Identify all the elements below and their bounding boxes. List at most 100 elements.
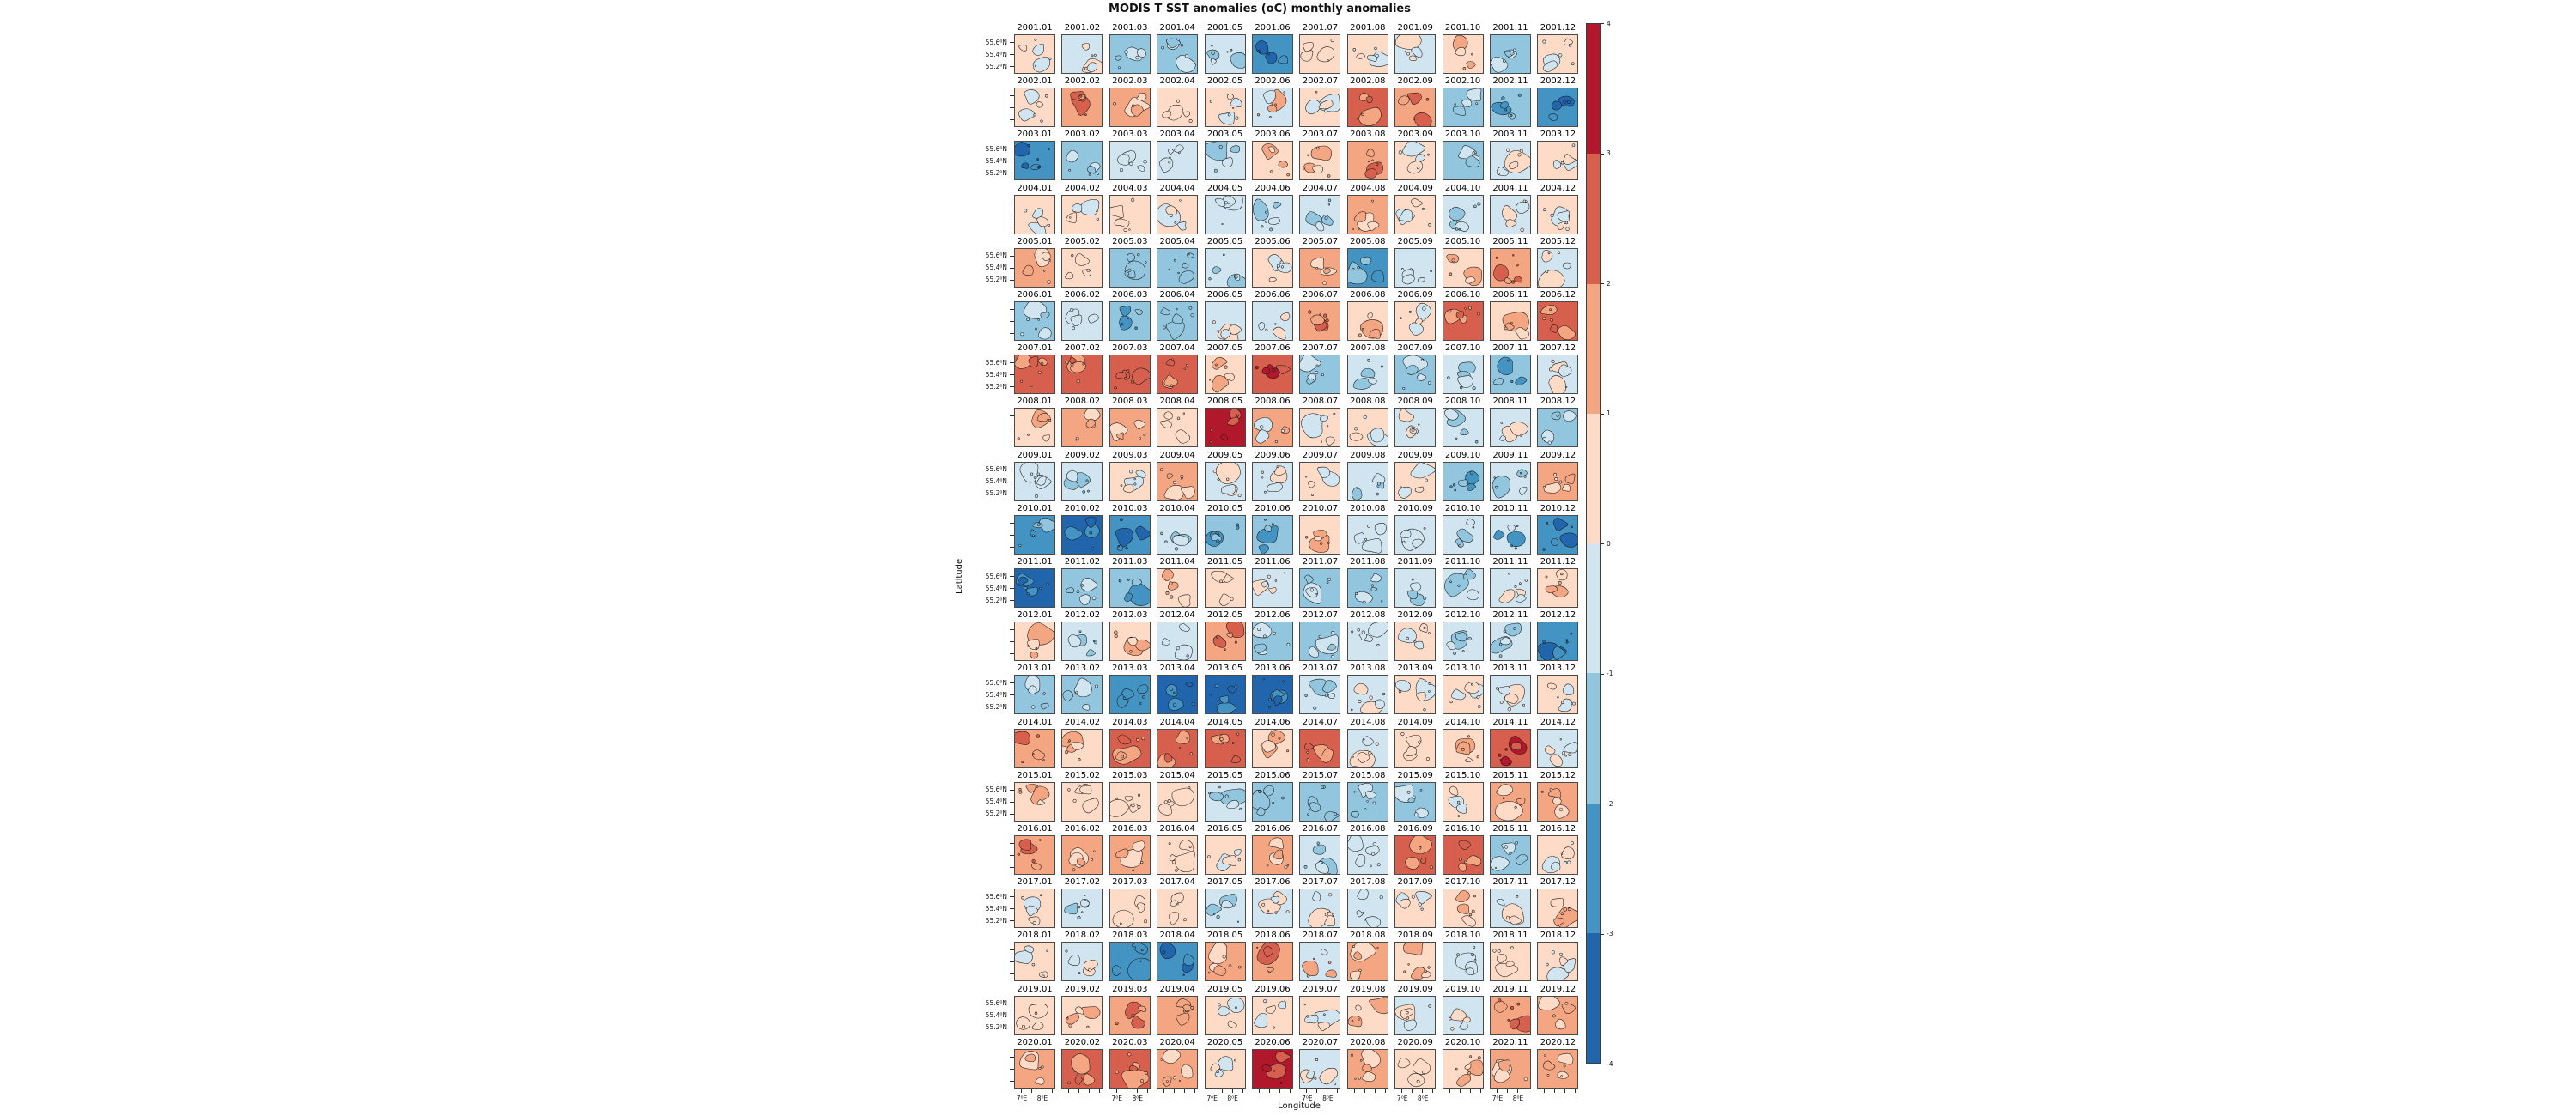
panel-title: 2011.12	[1540, 557, 1577, 567]
map-panel	[1061, 247, 1103, 288]
y-tick-mark	[1010, 386, 1014, 388]
map-panel	[1299, 194, 1341, 234]
colorbar-tick-label: -3	[1607, 930, 1613, 937]
map-panel	[1394, 461, 1437, 501]
colorbar-tick-mark	[1601, 413, 1604, 415]
map-panel	[1204, 247, 1246, 288]
x-tick-mark	[1564, 1088, 1566, 1093]
map-panel	[1346, 675, 1388, 715]
map-panel	[1299, 514, 1341, 555]
panel-title: 2003.07	[1302, 130, 1339, 140]
panel-title: 2020.10	[1444, 1037, 1481, 1047]
panel-title: 2018.07	[1302, 931, 1339, 941]
map-panel	[1394, 141, 1437, 181]
map-panel	[1014, 781, 1055, 822]
panel-title: 2013.01	[1017, 664, 1053, 674]
y-tick-label: 55.6⁰N	[985, 572, 1007, 580]
x-tick-mark	[1242, 1088, 1243, 1093]
panel-title: 2012.08	[1350, 610, 1386, 621]
panel-title: 2004.03	[1112, 183, 1148, 193]
panel-title: 2006.07	[1302, 290, 1339, 300]
x-tick-mark	[1136, 1088, 1138, 1093]
map-panel	[1014, 88, 1055, 128]
panel-title: 2020.09	[1397, 1037, 1433, 1047]
panel-title: 2006.02	[1064, 290, 1101, 300]
panel-title: 2002.04	[1159, 76, 1195, 87]
x-tick-label: 7⁰E	[1111, 1094, 1123, 1102]
map-panel	[1061, 461, 1103, 501]
x-tick-label: 7⁰E	[1016, 1094, 1028, 1102]
panel-title: 2006.12	[1540, 290, 1577, 300]
map-panel	[1299, 568, 1341, 608]
map-panel	[1109, 141, 1151, 181]
map-panel	[1014, 675, 1055, 715]
panel-title: 2016.07	[1302, 824, 1339, 834]
map-panel	[1157, 247, 1199, 288]
x-tick-mark	[1115, 1088, 1117, 1093]
map-panel	[1346, 88, 1388, 128]
panel-title: 2017.10	[1444, 877, 1481, 888]
map-panel	[1014, 622, 1055, 662]
x-tick-mark	[1174, 1088, 1176, 1093]
panel-title: 2012.12	[1540, 610, 1577, 621]
panel-title: 2004.06	[1255, 183, 1291, 193]
y-tick-label: 55.4⁰N	[985, 477, 1007, 486]
panel-title: 2020.02	[1064, 1037, 1101, 1047]
panel-title: 2018.11	[1492, 931, 1528, 941]
panel-title: 2007.03	[1112, 343, 1148, 354]
panel-title: 2014.09	[1397, 717, 1433, 727]
map-panel	[1442, 461, 1484, 501]
colorbar-tick-mark	[1601, 933, 1604, 935]
map-panel	[1061, 514, 1103, 555]
panel-title: 2016.05	[1206, 824, 1243, 834]
colorbar-tick-label: -4	[1607, 1059, 1613, 1068]
map-panel	[1346, 301, 1388, 341]
map-panel	[1014, 995, 1055, 1035]
map-panel	[1157, 514, 1199, 555]
x-tick-mark	[1517, 1088, 1518, 1093]
map-panel	[1061, 408, 1103, 448]
map-panel	[1299, 355, 1341, 395]
panel-title: 2005.01	[1017, 236, 1053, 246]
panel-title: 2016.11	[1492, 824, 1528, 834]
x-tick-label: 8⁰E	[1132, 1094, 1144, 1102]
x-tick-mark	[1052, 1088, 1053, 1093]
x-axis-label: Longitude	[1278, 1101, 1321, 1111]
x-tick-mark	[1259, 1088, 1260, 1093]
map-panel	[1490, 514, 1531, 555]
colorbar-segment	[1587, 413, 1600, 543]
colorbar-tick-label: -1	[1607, 670, 1613, 677]
map-panel	[1346, 141, 1388, 181]
panel-title: 2013.03	[1112, 664, 1148, 674]
map-panel	[1157, 461, 1199, 501]
panel-title: 2001.06	[1255, 23, 1291, 33]
map-panel	[1490, 88, 1531, 128]
x-tick-label: 8⁰E	[1512, 1094, 1524, 1102]
panel-title: 2010.10	[1444, 503, 1481, 513]
map-panel	[1252, 301, 1293, 341]
x-tick-label: 8⁰E	[1227, 1094, 1238, 1102]
map-panel	[1252, 88, 1293, 128]
panel-title: 2002.08	[1350, 76, 1386, 87]
map-panel	[1061, 781, 1103, 822]
panel-title: 2002.03	[1112, 76, 1148, 87]
y-tick-mark	[1010, 908, 1014, 910]
map-panel	[1014, 889, 1055, 929]
panel-title: 2020.04	[1159, 1037, 1195, 1047]
map-panel	[1299, 34, 1341, 74]
y-tick-mark	[1010, 813, 1014, 815]
map-panel	[1537, 835, 1579, 875]
map-panel	[1394, 88, 1437, 128]
panel-title: 2009.12	[1540, 450, 1577, 460]
map-panel	[1394, 301, 1437, 341]
panel-title: 2008.03	[1112, 397, 1148, 407]
panel-title: 2009.03	[1112, 450, 1148, 460]
map-panel	[1299, 301, 1341, 341]
map-panel	[1442, 728, 1484, 768]
map-panel	[1299, 88, 1341, 128]
map-panel	[1204, 728, 1246, 768]
panel-title: 2010.02	[1064, 503, 1101, 513]
panel-title: 2001.01	[1017, 23, 1053, 33]
map-panel	[1109, 247, 1151, 288]
